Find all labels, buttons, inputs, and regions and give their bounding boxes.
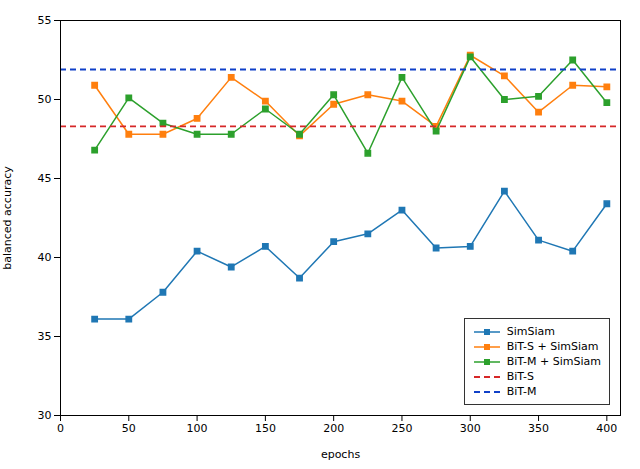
svg-text:50: 50 [38, 93, 52, 106]
html-text:BiT-M: BiT-M [506, 385, 537, 398]
svg-text:45: 45 [38, 172, 52, 185]
svg-text:350: 350 [528, 422, 549, 435]
svg-text:0: 0 [57, 422, 64, 435]
svg-text:35: 35 [38, 330, 52, 343]
svg-text:50: 50 [122, 422, 136, 435]
html-text:BiT-S + SimSiam: BiT-S + SimSiam [506, 340, 599, 353]
svg-text:300: 300 [460, 422, 481, 435]
html-text:BiT-S: BiT-S [506, 370, 534, 383]
html-text:BiT-M + SimSiam: BiT-M + SimSiam [506, 355, 601, 368]
svg-text:40: 40 [38, 251, 52, 264]
svg-text:55: 55 [38, 14, 52, 27]
html-text:SimSiam: SimSiam [506, 325, 555, 338]
svg-text:250: 250 [391, 422, 412, 435]
svg-text:100: 100 [187, 422, 208, 435]
svg-text:epochs: epochs [321, 448, 360, 461]
svg-text:balanced accuracy: balanced accuracy [1, 166, 14, 270]
svg-text:30: 30 [38, 409, 52, 422]
svg-text:400: 400 [596, 422, 617, 435]
svg-text:200: 200 [323, 422, 344, 435]
svg-text:150: 150 [255, 422, 276, 435]
